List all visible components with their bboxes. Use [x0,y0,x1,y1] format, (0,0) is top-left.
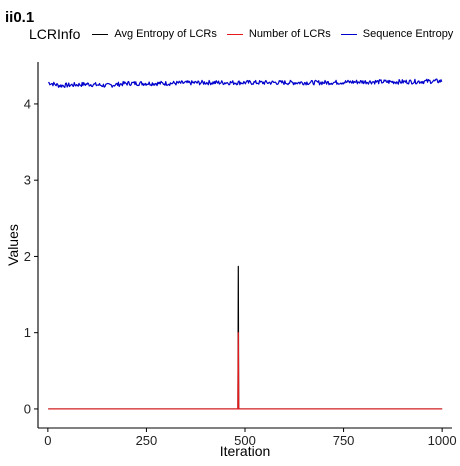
x-tick-label: 0 [44,433,51,448]
legend-label-avg-entropy: Avg Entropy of LCRs [114,28,217,40]
y-tick-label: 0 [24,401,31,416]
legend-label-number-of-lcrs: Number of LCRs [248,28,331,40]
legend-item-number-of-lcrs: Number of LCRs [226,28,331,40]
x-tick-label: 1000 [428,433,457,448]
x-axis-label: Iteration [220,443,271,459]
y-tick-label: 3 [24,173,31,188]
legend-key-sequence-entropy [340,33,357,35]
y-tick-label: 2 [24,249,31,264]
legend-item-sequence-entropy: Sequence Entropy [340,28,454,40]
x-tick-label: 250 [136,433,158,448]
legend-title: LCRInfo [29,26,81,42]
legend-key-number-of-lcrs [226,33,243,35]
x-tick-label: 750 [333,433,355,448]
legend-key-avg-entropy [92,33,109,35]
y-tick-label: 1 [24,325,31,340]
legend-item-avg-entropy: Avg Entropy of LCRs [92,28,217,40]
x-tick-label: 500 [234,433,256,448]
series-avg-entropy-line [48,265,443,410]
y-tick-label: 4 [24,96,31,111]
y-axis-label: Values [5,224,21,266]
series-sequence-entropy-line [48,78,443,89]
legend: LCRInfo Avg Entropy of LCRs Number of LC… [29,25,460,43]
chart-title: ii0.1 [5,9,35,26]
legend-label-sequence-entropy: Sequence Entropy [362,28,454,40]
series-number-of-lcrs-line [48,332,443,410]
